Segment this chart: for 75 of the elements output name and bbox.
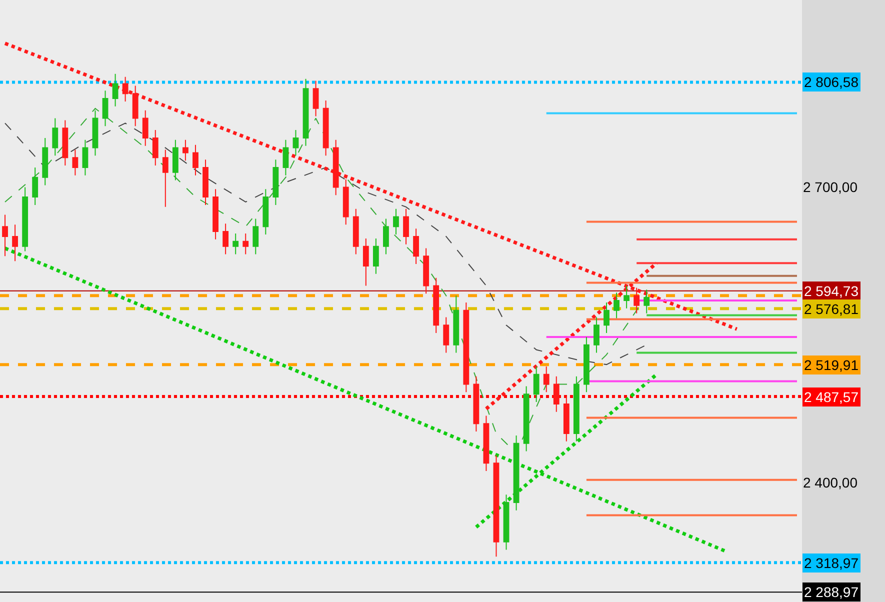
candlestick (112, 73, 118, 107)
candlestick (312, 80, 319, 117)
candlestick (383, 218, 389, 255)
candlestick (543, 366, 550, 393)
ref-line-label: 2 519,91 (804, 357, 859, 373)
candlestick (162, 149, 168, 208)
candlestick (372, 238, 379, 274)
candlestick (513, 434, 520, 511)
candlestick (473, 376, 480, 432)
candlestick (182, 139, 188, 162)
candlestick (12, 224, 18, 262)
candlestick (2, 214, 8, 257)
candlestick (403, 208, 409, 245)
candlestick (423, 248, 430, 294)
candlestick (493, 454, 500, 558)
ref-line-label: 2 806,58 (804, 74, 859, 90)
candlestick (202, 159, 208, 206)
candlestick (604, 302, 610, 334)
candlestick (152, 130, 158, 166)
ref-line-label: 2 576,81 (804, 301, 859, 317)
candlestick (413, 228, 419, 265)
candlestick (553, 376, 560, 412)
candlestick (433, 277, 440, 334)
candlestick (352, 208, 359, 255)
candlestick (322, 100, 329, 156)
ref-line-label: 2 288,97 (804, 584, 859, 600)
candlestick (292, 130, 299, 156)
ref-line-label: 2 594,73 (804, 283, 859, 299)
candlestick (573, 376, 580, 442)
candlestick (644, 289, 650, 314)
candlestick (42, 137, 48, 186)
candlestick (503, 494, 510, 550)
candlestick (614, 292, 620, 319)
candlestick (262, 188, 269, 235)
candlestick (212, 188, 218, 240)
candlestick (584, 336, 590, 393)
candlestick (92, 110, 98, 156)
y-tick-label: 2 700,00 (803, 179, 858, 196)
candlestick (22, 186, 28, 252)
candlestick (523, 386, 530, 452)
candlestick (82, 139, 88, 176)
candlestick (362, 238, 369, 286)
candlestick (563, 396, 570, 442)
candlestick (132, 85, 138, 127)
candlestick (72, 149, 78, 176)
candlestick (272, 159, 279, 206)
ref-line-label: 2 487,57 (804, 389, 859, 405)
candlestick (52, 118, 58, 156)
candlestick (594, 316, 600, 354)
candlestick (463, 302, 470, 393)
candlestick (624, 285, 630, 309)
line-series (4, 122, 648, 366)
candlestick (302, 78, 309, 146)
candlestick (192, 144, 198, 176)
candlestick (443, 316, 450, 354)
candlestick (122, 76, 128, 102)
candlestick (242, 233, 249, 255)
candlestick (222, 223, 229, 255)
candlestick (393, 208, 399, 235)
candlestick (142, 110, 148, 146)
candlestick (533, 366, 540, 402)
candlestick (172, 139, 178, 181)
candlestick (62, 120, 68, 166)
candlestick (32, 167, 38, 206)
candlestick (342, 178, 349, 226)
ref-line-label: 2 318,97 (804, 555, 859, 571)
candlestick (453, 295, 460, 354)
candlestick (102, 90, 108, 127)
candlestick (483, 415, 490, 472)
candlestick (634, 287, 640, 314)
candlestick (252, 218, 259, 255)
candlestick (232, 233, 239, 255)
y-tick-label: 2 400,00 (803, 474, 858, 491)
candlestick (282, 139, 289, 176)
candlestick (332, 139, 339, 196)
